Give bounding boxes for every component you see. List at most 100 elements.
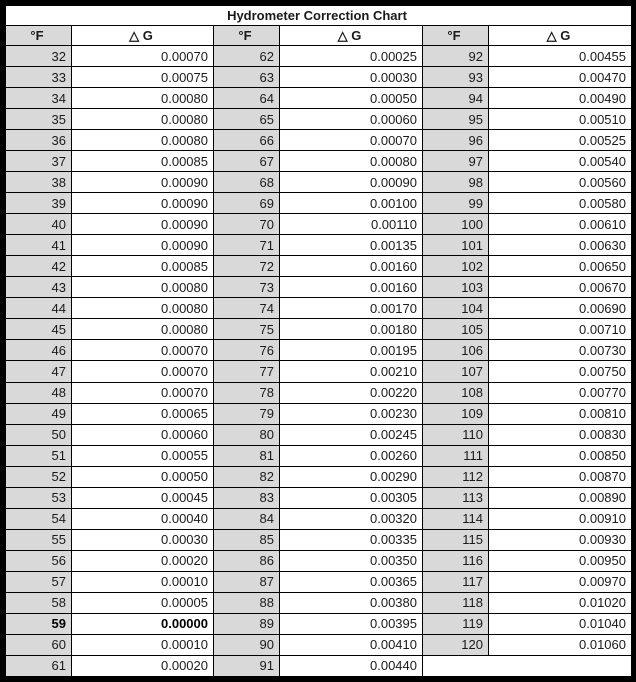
delta-g-cell: 0.00090: [71, 192, 214, 215]
delta-g-cell: 0.00065: [71, 402, 214, 425]
delta-g-cell: 0.00020: [71, 654, 214, 678]
temp-cell: 51: [5, 444, 72, 467]
delta-g-cell: 0.00085: [71, 150, 214, 173]
temp-cell: 33: [5, 66, 72, 89]
temp-cell: 75: [213, 318, 280, 341]
temp-cell: 87: [213, 570, 280, 593]
delta-g-cell: 0.00135: [279, 234, 423, 257]
table-row: 42 0.00085 72 0.00160 102 0.00650: [5, 255, 632, 278]
table-row: 45 0.00080 75 0.00180 105 0.00710: [5, 318, 632, 341]
temp-cell: 109: [422, 402, 489, 425]
temp-cell: 89: [213, 612, 280, 635]
delta-g-cell: 0.00010: [71, 570, 214, 593]
table-row: 40 0.00090 70 0.00110 100 0.00610: [5, 213, 632, 236]
delta-g-cell: 0.00260: [279, 444, 423, 467]
temp-cell: 78: [213, 381, 280, 404]
temp-cell: 92: [422, 44, 489, 68]
delta-g-cell: 0.00810: [488, 402, 632, 425]
temp-cell: 90: [213, 633, 280, 656]
table-row: 35 0.00080 65 0.00060 95 0.00510: [5, 108, 632, 131]
delta-g-cell: 0.00440: [279, 654, 423, 678]
temp-cell: 107: [422, 360, 489, 383]
temp-cell: 82: [213, 465, 280, 488]
delta-g-cell: 0.00380: [279, 591, 423, 614]
delta-g-cell: 0.00000: [71, 612, 214, 635]
delta-g-cell: 0.00470: [488, 66, 632, 89]
temp-cell: 60: [5, 633, 72, 656]
delta-g-cell: 0.00870: [488, 465, 632, 488]
table-row: 56 0.00020 86 0.00350 116 0.00950: [5, 549, 632, 572]
temp-cell: 108: [422, 381, 489, 404]
delta-g-cell: 0.00320: [279, 507, 423, 530]
table-row: 59 0.00000 89 0.00395 119 0.01040: [5, 612, 632, 635]
delta-g-cell: 0.00180: [279, 318, 423, 341]
delta-g-cell: 0.00510: [488, 108, 632, 131]
temp-cell: 105: [422, 318, 489, 341]
temp-column-header: °F: [5, 25, 72, 46]
temp-column-header: °F: [213, 25, 280, 46]
temp-cell: 50: [5, 423, 72, 446]
temp-cell: 67: [213, 150, 280, 173]
temp-cell: 48: [5, 381, 72, 404]
delta-g-cell: 0.00030: [71, 528, 214, 551]
temp-cell: 64: [213, 87, 280, 110]
temp-cell: 38: [5, 171, 72, 194]
temp-cell: 118: [422, 591, 489, 614]
delta-g-cell: 0.00950: [488, 549, 632, 572]
temp-cell: 104: [422, 297, 489, 320]
delta-g-cell: 0.00970: [488, 570, 632, 593]
delta-g-cell: 0.01040: [488, 612, 632, 635]
temp-cell: 73: [213, 276, 280, 299]
delta-g-cell: 0.00455: [488, 44, 632, 68]
delta-g-cell: 0.00040: [71, 507, 214, 530]
temp-cell: 98: [422, 171, 489, 194]
table-row: 34 0.00080 64 0.00050 94 0.00490: [5, 87, 632, 110]
table-row: 48 0.00070 78 0.00220 108 0.00770: [5, 381, 632, 404]
table-row: 55 0.00030 85 0.00335 115 0.00930: [5, 528, 632, 551]
delta-g-cell: 0.00050: [279, 87, 423, 110]
temp-cell: 65: [213, 108, 280, 131]
delta-g-cell: 0.00350: [279, 549, 423, 572]
delta-g-cell: 0.00830: [488, 423, 632, 446]
delta-g-cell: 0.00100: [279, 192, 423, 215]
temp-cell: 71: [213, 234, 280, 257]
temp-cell: 120: [422, 633, 489, 656]
table-row: 43 0.00080 73 0.00160 103 0.00670: [5, 276, 632, 299]
temp-cell: 85: [213, 528, 280, 551]
delta-g-cell: 0.00055: [71, 444, 214, 467]
temp-cell: 102: [422, 255, 489, 278]
delta-g-cell: 0.00365: [279, 570, 423, 593]
temp-cell: 111: [422, 444, 489, 467]
temp-cell: 117: [422, 570, 489, 593]
delta-g-cell: 0.00060: [279, 108, 423, 131]
temp-cell: 80: [213, 423, 280, 446]
temp-cell: 49: [5, 402, 72, 425]
temp-cell: 55: [5, 528, 72, 551]
delta-g-cell: 0.00690: [488, 297, 632, 320]
delta-g-cell: 0.00750: [488, 360, 632, 383]
delta-g-cell: 0.00710: [488, 318, 632, 341]
blank-cell: [422, 654, 632, 678]
delta-g-cell: 0.00305: [279, 486, 423, 509]
table-row: 54 0.00040 84 0.00320 114 0.00910: [5, 507, 632, 530]
table-row: 47 0.00070 77 0.00210 107 0.00750: [5, 360, 632, 383]
temp-cell: 79: [213, 402, 280, 425]
temp-cell: 41: [5, 234, 72, 257]
temp-cell: 115: [422, 528, 489, 551]
delta-g-cell: 0.00670: [488, 276, 632, 299]
delta-g-cell: 0.00580: [488, 192, 632, 215]
title-row: Hydrometer Correction Chart: [5, 5, 632, 26]
temp-column-header: °F: [422, 25, 489, 46]
delta-g-cell: 0.00020: [71, 549, 214, 572]
temp-cell: 101: [422, 234, 489, 257]
delta-g-cell: 0.00650: [488, 255, 632, 278]
table-row: 60 0.00010 90 0.00410 120 0.01060: [5, 633, 632, 656]
temp-cell: 68: [213, 171, 280, 194]
temp-cell: 42: [5, 255, 72, 278]
delta-g-cell: 0.00220: [279, 381, 423, 404]
delta-g-cell: 0.00070: [71, 360, 214, 383]
delta-g-cell: 0.00245: [279, 423, 423, 446]
temp-cell: 63: [213, 66, 280, 89]
delta-g-cell: 0.00850: [488, 444, 632, 467]
